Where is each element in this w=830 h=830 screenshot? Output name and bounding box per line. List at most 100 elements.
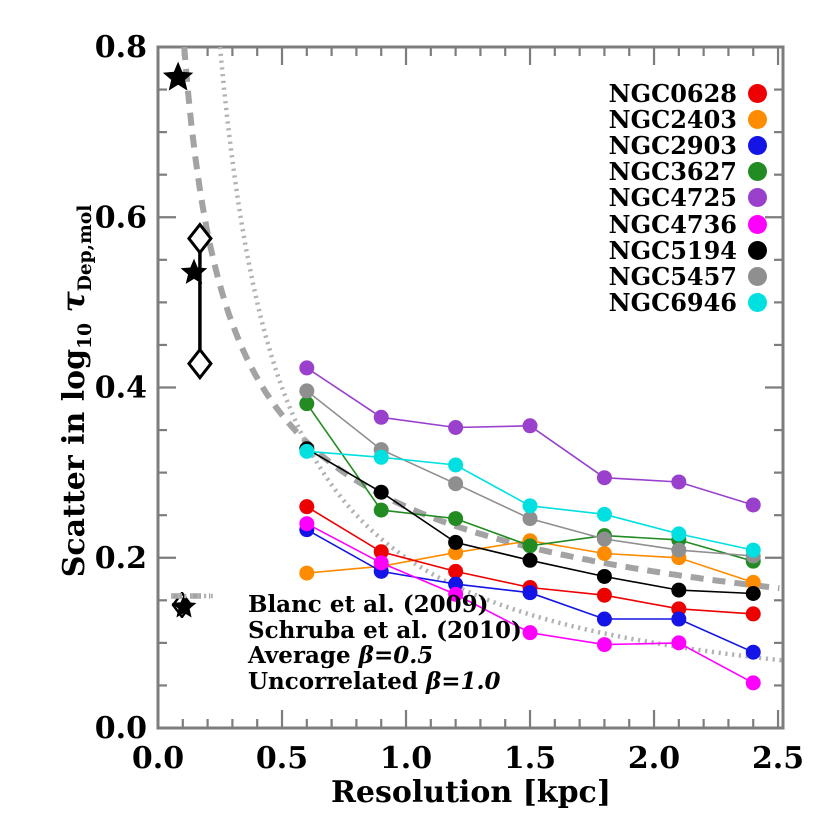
data-point-ngc4736 bbox=[596, 637, 612, 653]
ref-label: Average bbox=[248, 642, 351, 670]
data-point-ngc2403 bbox=[596, 545, 612, 561]
data-point-ngc2903 bbox=[596, 611, 612, 627]
legend-label: NGC4725 bbox=[608, 183, 737, 213]
data-point-ngc3627 bbox=[373, 502, 389, 518]
data-point-ngc0628 bbox=[373, 544, 389, 560]
schruba-star-marker bbox=[162, 61, 194, 91]
data-point-ngc4725 bbox=[671, 474, 687, 490]
series-ngc0628 bbox=[299, 499, 761, 622]
legend-label: NGC0628 bbox=[608, 78, 737, 108]
data-point-ngc5457 bbox=[522, 511, 538, 527]
legend-item-ngc0628: NGC0628 bbox=[608, 78, 767, 108]
data-point-ngc3627 bbox=[448, 511, 464, 527]
beta-value: β=0.5 bbox=[358, 642, 434, 670]
legend-item-ngc6946: NGC6946 bbox=[608, 288, 767, 318]
x-tick-label: 2.0 bbox=[628, 741, 680, 776]
data-point-ngc4736 bbox=[522, 625, 538, 641]
legend-dot bbox=[748, 83, 767, 103]
ref-label: Schruba et al. (2010) bbox=[248, 616, 522, 644]
data-point-ngc4736 bbox=[373, 555, 389, 571]
series-ngc4736 bbox=[299, 516, 761, 691]
data-point-ngc2403 bbox=[745, 574, 761, 590]
legend-dot bbox=[748, 214, 767, 234]
data-point-ngc5194 bbox=[373, 484, 389, 500]
data-point-ngc5457 bbox=[671, 542, 687, 558]
legend-item-ngc4725: NGC4725 bbox=[608, 183, 767, 213]
legend-item-ngc2903: NGC2903 bbox=[608, 130, 767, 160]
y-title-log-sub: 10 bbox=[75, 322, 96, 349]
data-point-ngc3627 bbox=[299, 396, 315, 412]
y-tick-label: 0.8 bbox=[95, 30, 147, 65]
legend-label: NGC5457 bbox=[608, 261, 737, 291]
series-ngc5194 bbox=[299, 441, 761, 602]
data-point-ngc6946 bbox=[671, 526, 687, 542]
series-ngc4725 bbox=[299, 360, 761, 513]
data-point-ngc6946 bbox=[745, 542, 761, 558]
legend-label: NGC2903 bbox=[608, 130, 737, 160]
data-point-ngc4736 bbox=[745, 675, 761, 691]
data-point-ngc2903 bbox=[671, 611, 687, 627]
data-point-ngc5194 bbox=[448, 534, 464, 550]
y-title-tau-sub: Dep,mol bbox=[75, 204, 96, 292]
data-point-ngc0628 bbox=[448, 563, 464, 579]
ref-legend-item-schruba: Schruba et al. (2010) bbox=[170, 594, 522, 644]
legend-item-ngc3627: NGC3627 bbox=[608, 157, 767, 187]
data-point-ngc6946 bbox=[596, 506, 612, 522]
data-point-ngc0628 bbox=[596, 587, 612, 603]
data-point-ngc4736 bbox=[299, 516, 315, 532]
data-point-ngc2403 bbox=[299, 565, 315, 581]
data-point-ngc2903 bbox=[522, 585, 538, 601]
legend-item-ngc5457: NGC5457 bbox=[608, 261, 767, 291]
x-tick-label: 0.0 bbox=[132, 741, 184, 776]
x-tick-label: 1.5 bbox=[504, 741, 556, 776]
legend-dot bbox=[748, 162, 767, 182]
data-point-ngc6946 bbox=[448, 457, 464, 473]
y-tick-label: 0.2 bbox=[95, 541, 147, 576]
ref-legend-item-blanc: Blanc et al. (2009) bbox=[170, 591, 522, 618]
y-axis-title: Scatter in log10 τDep,mol bbox=[55, 86, 96, 696]
data-point-ngc4725 bbox=[448, 420, 464, 436]
legend-label: NGC5194 bbox=[608, 235, 737, 265]
beta-value: β=1.0 bbox=[426, 668, 501, 696]
data-point-ngc5194 bbox=[522, 552, 538, 568]
legend-dot bbox=[748, 188, 767, 208]
y-tick-label: 0.6 bbox=[95, 200, 147, 235]
y-tick-label: 0.0 bbox=[95, 711, 147, 746]
ref-legend-item-uncorrelated: Uncorrelated β=1.0 bbox=[170, 593, 522, 696]
data-point-ngc5194 bbox=[745, 586, 761, 602]
blanc-diamond-marker bbox=[187, 347, 213, 381]
data-point-ngc5194 bbox=[596, 568, 612, 584]
data-point-ngc5457 bbox=[596, 531, 612, 547]
curve-average bbox=[181, 46, 780, 592]
legend-dot bbox=[748, 293, 767, 313]
curve-uncorrelated bbox=[217, 46, 783, 663]
x-tick-label: 1.0 bbox=[380, 741, 432, 776]
y-title-text: Scatter in log bbox=[57, 348, 92, 578]
legend-dot bbox=[748, 240, 767, 260]
data-point-ngc4725 bbox=[745, 497, 761, 513]
legend-dot bbox=[748, 135, 767, 155]
legend-item-ngc2403: NGC2403 bbox=[608, 104, 767, 134]
legend-dot bbox=[748, 109, 767, 129]
x-axis-title: Resolution [kpc] bbox=[330, 775, 612, 810]
data-point-ngc4736 bbox=[671, 635, 687, 651]
y-tick-label: 0.4 bbox=[95, 371, 147, 406]
data-point-ngc0628 bbox=[745, 606, 761, 622]
data-point-ngc4725 bbox=[299, 360, 315, 376]
series-ngc6946 bbox=[299, 443, 761, 558]
galaxy-legend: NGC0628 NGC2403 NGC2903 NGC3627 NGC4725 … bbox=[608, 78, 767, 318]
legend-label: NGC2403 bbox=[608, 104, 737, 134]
legend-label: NGC4736 bbox=[608, 209, 737, 239]
ref-legend-item-average: Average β=0.5 bbox=[170, 593, 522, 670]
data-point-ngc4736 bbox=[448, 586, 464, 602]
schruba-star-marker bbox=[180, 258, 208, 284]
legend-label: NGC3627 bbox=[608, 157, 737, 187]
data-point-ngc4725 bbox=[373, 409, 389, 425]
tau-symbol: τ bbox=[55, 291, 92, 313]
reference-legend: Blanc et al. (2009) Schruba et al. (2010… bbox=[170, 591, 522, 696]
legend-label: NGC6946 bbox=[608, 288, 737, 318]
data-point-ngc5194 bbox=[671, 582, 687, 598]
legend-dot bbox=[748, 266, 767, 286]
data-point-ngc2903 bbox=[745, 644, 761, 660]
